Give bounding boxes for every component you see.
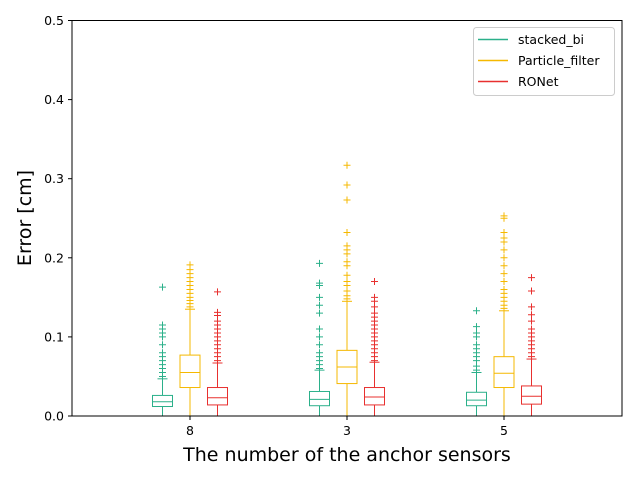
y-tick-label: 0.0 (44, 409, 64, 424)
outlier-marker (316, 301, 323, 309)
legend-label: stacked_bi (518, 32, 584, 47)
y-axis: 0.0 0.1 0.2 0.3 0.4 0.5 (44, 13, 72, 424)
legend-label: RONet (518, 74, 559, 89)
outlier-marker (500, 254, 508, 262)
box (309, 390, 330, 407)
outlier-marker (500, 262, 508, 270)
x-tick-label: 5 (500, 423, 508, 438)
outlier-marker (186, 261, 194, 269)
outlier-marker (316, 341, 323, 349)
outlier-marker (371, 293, 378, 301)
x-tick-label: 3 (343, 423, 351, 438)
box (493, 356, 515, 389)
outlier-marker (343, 181, 351, 189)
outlier-marker (316, 259, 323, 267)
outlier-marker (159, 341, 166, 349)
box (466, 391, 487, 407)
outlier-marker (500, 285, 508, 293)
x-axis-label: The number of the anchor sensors (182, 444, 511, 466)
y-tick-label: 0.4 (44, 92, 64, 107)
outlier-marker (316, 279, 323, 287)
legend-frame (473, 27, 615, 96)
y-tick-label: 0.5 (44, 13, 64, 28)
outlier-marker (528, 311, 535, 319)
y-tick-label: 0.3 (44, 171, 64, 186)
box (521, 385, 542, 405)
outlier-marker (343, 278, 351, 286)
outlier-marker (316, 333, 323, 341)
outlier-marker (371, 309, 378, 317)
outlier-marker (473, 329, 480, 337)
box (207, 387, 228, 406)
outlier-marker (343, 228, 351, 236)
legend: stacked_bi Particle_filter RONet (473, 27, 615, 96)
outlier-marker (500, 212, 508, 220)
outlier-marker (214, 308, 221, 316)
outlier-marker (343, 242, 351, 250)
box (152, 394, 173, 408)
outlier-marker (473, 307, 480, 315)
outlier-marker (214, 288, 221, 296)
outlier-marker (371, 278, 378, 286)
outlier-marker (343, 196, 351, 204)
outlier-marker (316, 325, 323, 333)
x-tick-label: 8 (186, 423, 194, 438)
outlier-marker (159, 283, 166, 291)
box (364, 387, 385, 406)
outlier-marker (500, 246, 508, 254)
legend-label: Particle_filter (518, 53, 600, 68)
outlier-marker (343, 161, 351, 169)
outlier-marker (500, 228, 508, 236)
outlier-marker (343, 271, 351, 279)
outlier-marker (343, 258, 351, 266)
outlier-marker (316, 293, 323, 301)
series-particle-filter (179, 161, 515, 417)
outlier-marker (159, 349, 166, 357)
outlier-marker (528, 317, 535, 325)
outlier-marker (316, 349, 323, 357)
outlier-marker (528, 287, 535, 295)
outlier-marker (528, 303, 535, 311)
outlier-marker (528, 325, 535, 333)
y-tick-label: 0.1 (44, 329, 64, 344)
outlier-marker (500, 270, 508, 278)
outlier-marker (528, 274, 535, 282)
outlier-marker (500, 278, 508, 286)
outlier-marker (316, 309, 323, 317)
outlier-marker (473, 323, 480, 331)
outlier-marker (159, 321, 166, 329)
y-axis-label: Error [cm] (14, 170, 36, 266)
x-axis: 8 3 5 (186, 416, 508, 438)
y-tick-label: 0.2 (44, 250, 64, 265)
box (179, 354, 201, 389)
outlier-marker (473, 341, 480, 349)
